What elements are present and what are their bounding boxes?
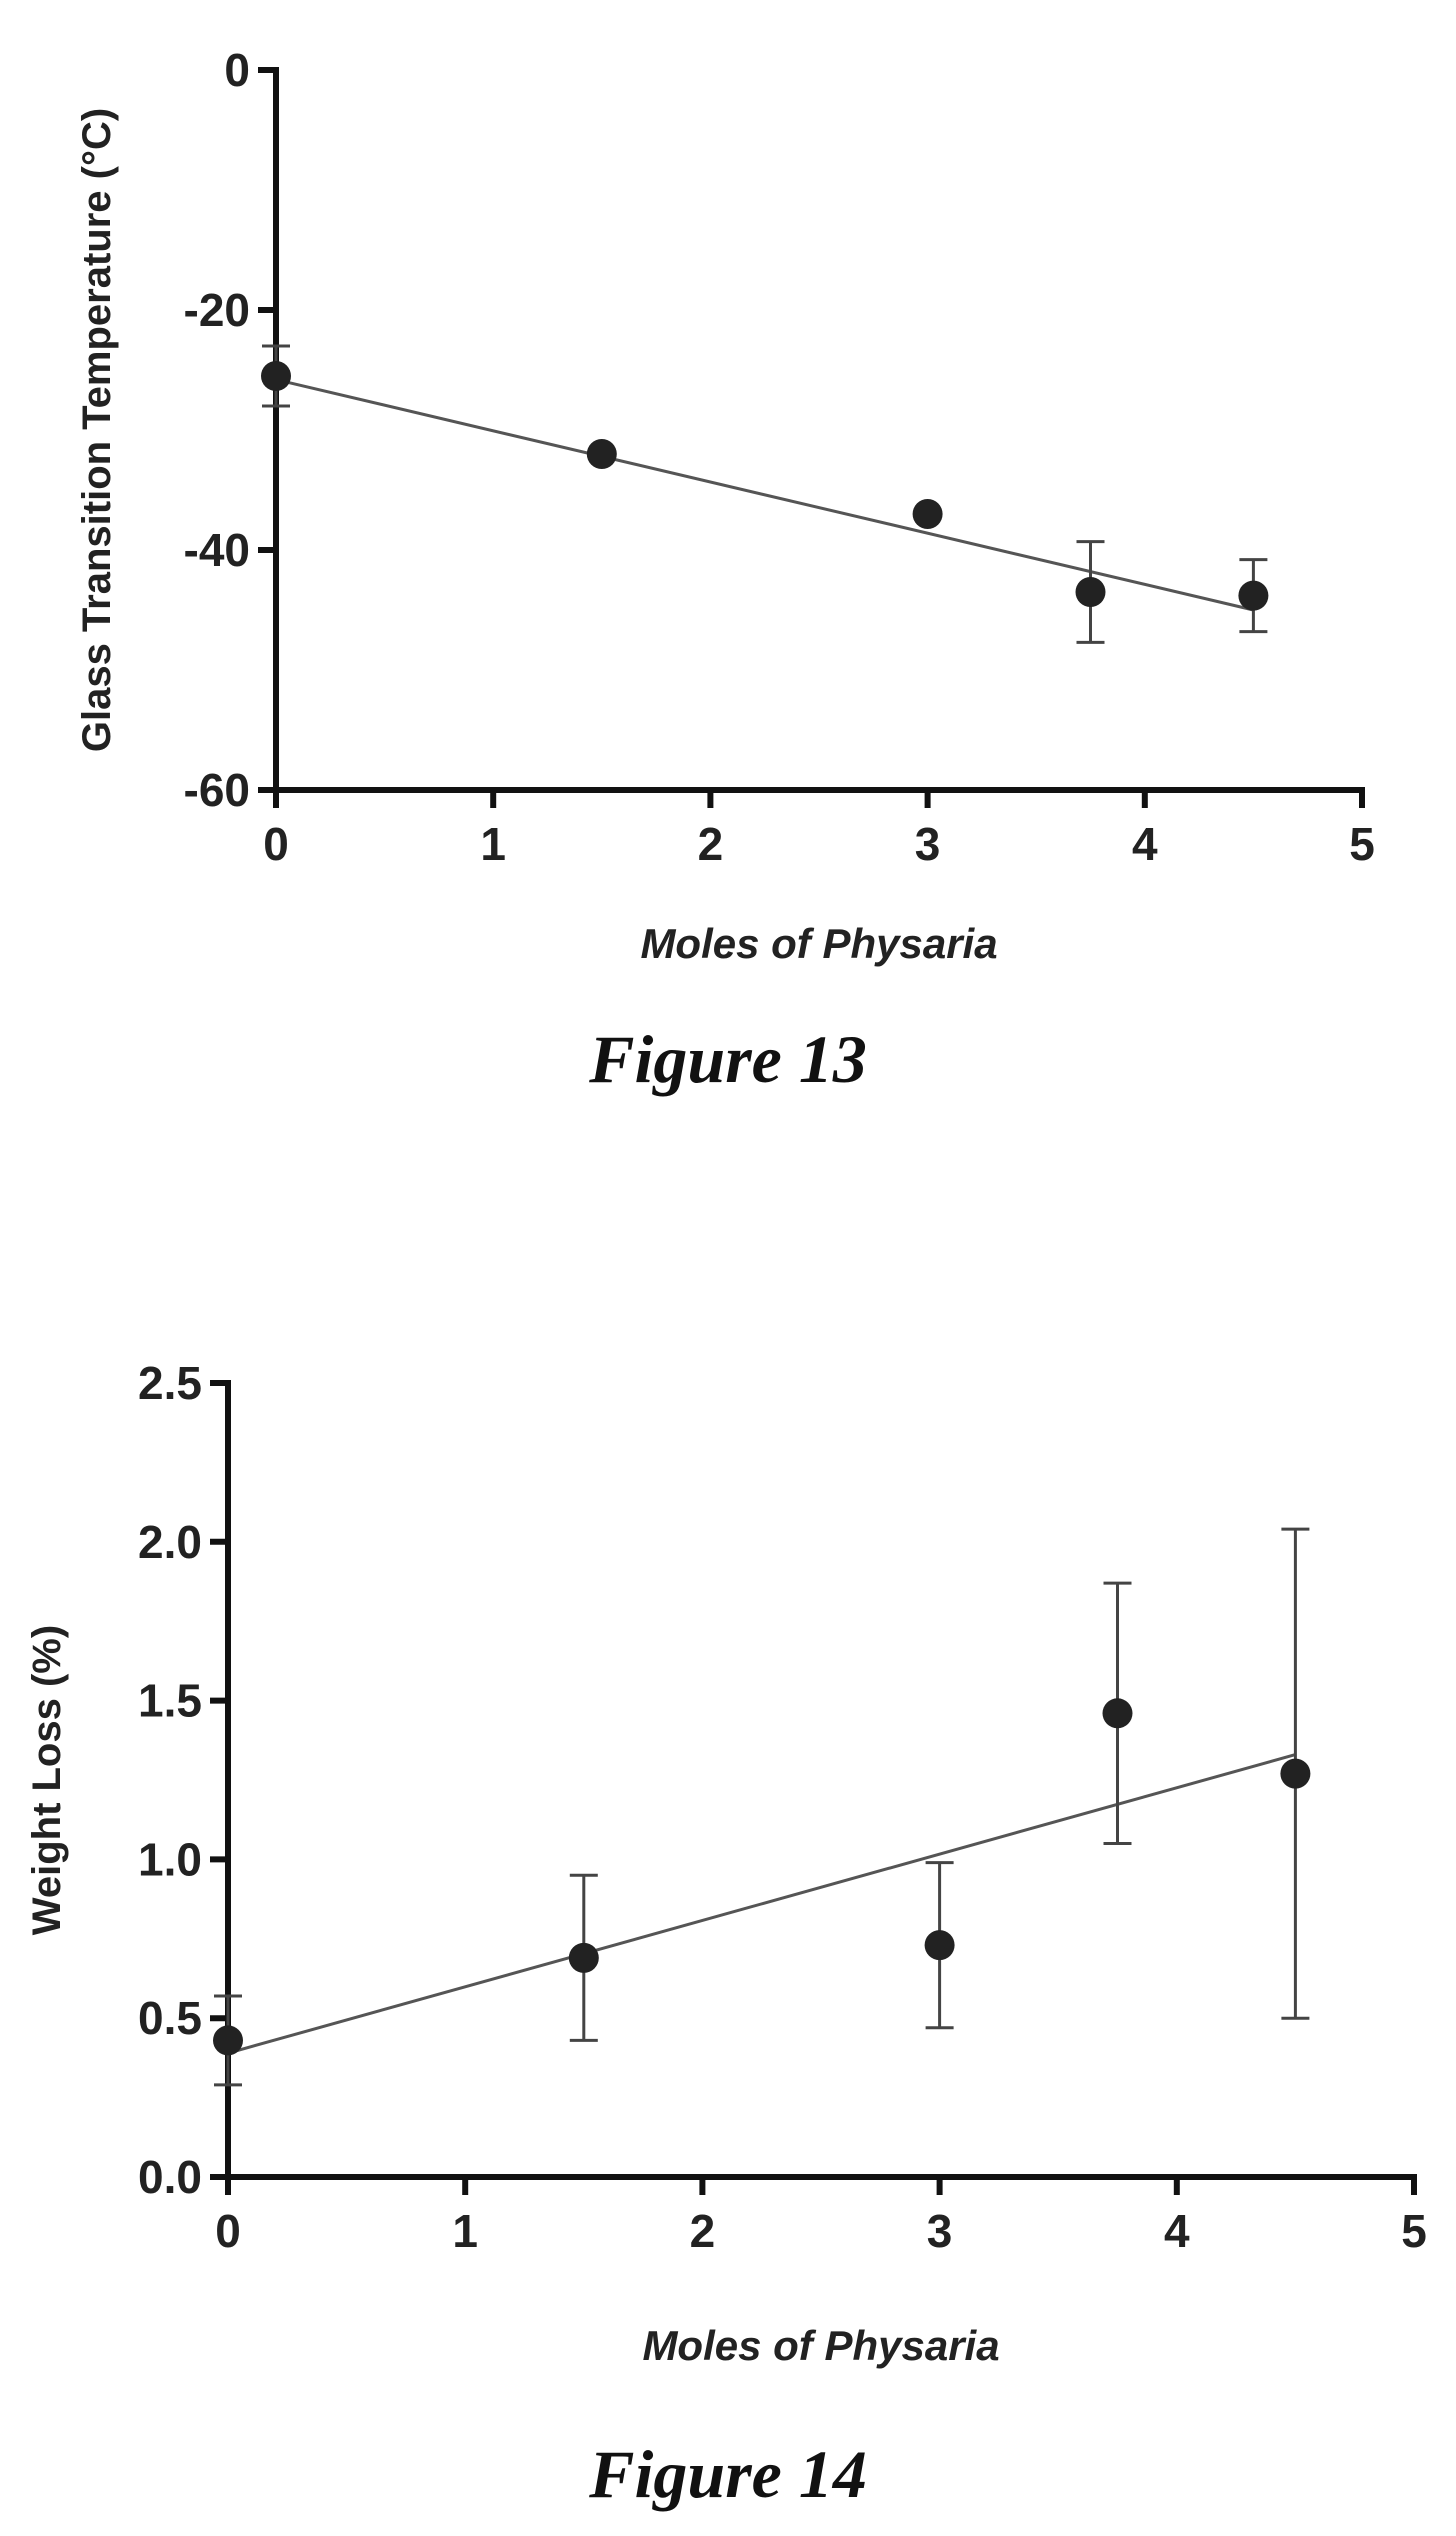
fit-line	[275, 378, 1254, 612]
data-point	[924, 1930, 955, 1961]
figure-13-caption: Figure 13	[589, 1021, 867, 1097]
y-tick-label: -40	[184, 524, 250, 576]
x-tick-label: 3	[927, 2205, 953, 2257]
x-tick-label: 2	[690, 2205, 716, 2257]
x-tick-label: 0	[215, 2205, 241, 2257]
y-tick-label: 2.0	[138, 1516, 202, 1568]
x-axis-label: Moles of Physaria	[642, 2322, 999, 2369]
data-point	[1238, 580, 1269, 611]
x-tick-label: 2	[698, 818, 724, 870]
fit-line	[227, 1753, 1296, 2055]
y-tick-label: 1.5	[138, 1675, 202, 1727]
chart-14: 0.0 0.5 1.0 1.5 2.0 2.5 0 1 2 3 4 5 Weight Loss (%) M…	[25, 1357, 1427, 2369]
x-tick-label: 0	[263, 818, 289, 870]
figure-14: 0.0 0.5 1.0 1.5 2.0 2.5 0 1 2 3 4 5 Weight Loss (%) M…	[0, 1300, 1456, 2536]
data-point	[1102, 1698, 1133, 1729]
y-tick-label: -20	[184, 284, 250, 336]
y-tick-label: 2.5	[138, 1357, 202, 1409]
x-tick-label: 5	[1349, 818, 1375, 870]
x-axis-label: Moles of Physaria	[640, 920, 997, 967]
data-point	[1280, 1758, 1311, 1789]
y-tick-label: 0.5	[138, 1992, 202, 2044]
data-point	[261, 361, 291, 391]
x-tick-label: 4	[1132, 818, 1158, 870]
y-tick-label: 0	[224, 44, 250, 96]
figure-13: 0 -20 -40 -60 0 1 2 3 4 5 Glass Transition Tempera…	[0, 0, 1456, 1150]
x-tick-label: 1	[452, 2205, 478, 2257]
data-point	[213, 2025, 243, 2056]
figure-14-caption: Figure 14	[589, 2436, 867, 2512]
x-tick-label: 3	[915, 818, 941, 870]
y-tick-label: 0.0	[138, 2151, 202, 2203]
data-point	[912, 499, 943, 529]
x-tick-label: 4	[1164, 2205, 1190, 2257]
x-tick-label: 1	[480, 818, 506, 870]
y-tick-label: 1.0	[138, 1833, 202, 1885]
data-point	[1075, 577, 1106, 607]
data-point	[586, 439, 617, 469]
data-point	[568, 1942, 599, 1973]
y-axis-label: Glass Transition Temperature (°C)	[75, 108, 119, 752]
y-tick-label: -60	[184, 764, 250, 816]
y-axis-label: Weight Loss (%)	[25, 1625, 69, 1935]
x-tick-label: 5	[1401, 2205, 1427, 2257]
